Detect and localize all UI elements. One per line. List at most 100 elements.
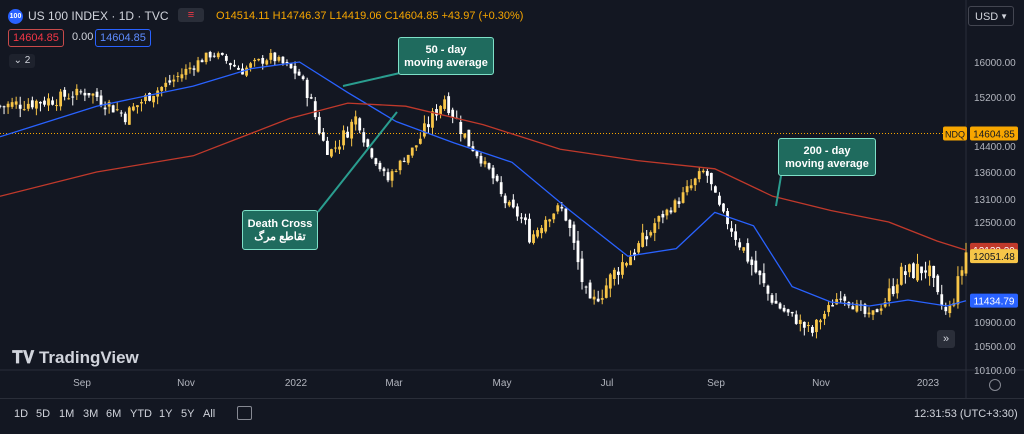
period-5d[interactable]: 5D: [36, 408, 51, 420]
candle-body: [709, 172, 713, 185]
candle-body: [714, 186, 717, 193]
gear-icon[interactable]: [989, 379, 1001, 391]
collapse-indicators-button[interactable]: ⌄ 2: [9, 54, 35, 68]
candle-body: [855, 303, 859, 312]
candle-body: [754, 260, 758, 273]
candle-body: [883, 302, 887, 307]
period-5y[interactable]: 5Y: [181, 408, 195, 420]
candle-body: [718, 195, 721, 205]
candle-body: [131, 106, 135, 111]
candle-body: [944, 306, 948, 312]
ma200-line: [0, 102, 967, 251]
candle-body: [600, 298, 604, 300]
period-all[interactable]: All: [203, 408, 216, 420]
candle-body: [669, 210, 673, 213]
ma50-price-tag: 11434.79: [974, 297, 1015, 308]
ma50-annotation: 50 - day moving average: [398, 37, 494, 75]
candle-body: [51, 100, 54, 105]
current-price-tag-bg: [970, 126, 1018, 141]
candle-body: [782, 307, 786, 312]
period-ytd[interactable]: YTD: [130, 408, 152, 420]
candle-body: [228, 63, 232, 66]
buy-button[interactable]: 14604.85: [95, 29, 151, 47]
candle-body: [790, 311, 794, 314]
candle-body: [435, 109, 438, 116]
ndq-tag-bg: [943, 126, 967, 141]
candle-body: [418, 138, 422, 144]
candle-body: [119, 112, 123, 114]
period-3m[interactable]: 3M: [83, 408, 99, 420]
y-tick-label: 14400.00: [974, 142, 1016, 153]
candle-body: [758, 270, 762, 276]
candle-body: [576, 240, 580, 263]
sell-button[interactable]: 14604.85: [8, 29, 64, 47]
candle-body: [160, 86, 164, 91]
candle-body: [608, 274, 612, 289]
candle-body: [742, 247, 746, 251]
candle-body: [548, 219, 552, 222]
candle-body: [325, 140, 329, 155]
death-cross-line2: تقاطع مرگ: [254, 231, 306, 243]
candle-body: [572, 224, 576, 243]
candle-body: [63, 89, 67, 97]
candle-body: [330, 149, 333, 157]
y-tick-label: 13100.00: [974, 195, 1016, 206]
candle-body: [629, 256, 632, 266]
candle-body: [673, 200, 677, 213]
candle-body: [899, 266, 903, 285]
candle-body: [451, 109, 455, 117]
candle-body: [22, 109, 26, 111]
candle-body: [851, 306, 855, 310]
candle-body: [431, 111, 434, 128]
candle-body: [798, 319, 802, 324]
candle-body: [301, 76, 305, 80]
clock-timezone[interactable]: 12:31:53 (UTC+3:30): [914, 408, 1018, 420]
candle-body: [875, 309, 879, 313]
scroll-to-realtime-button[interactable]: »: [937, 330, 955, 348]
candle-body: [2, 106, 6, 108]
candle-body: [285, 61, 289, 63]
candle-body: [621, 262, 624, 275]
candle-body: [524, 217, 527, 221]
period-1y[interactable]: 1Y: [159, 408, 173, 420]
candle-body: [164, 82, 168, 87]
candle-body: [778, 303, 782, 309]
x-tick-label: 2023: [917, 378, 940, 389]
period-1m[interactable]: 1M: [59, 408, 75, 420]
candle-body: [245, 67, 248, 76]
currency-selector[interactable]: USD ▼: [968, 6, 1014, 26]
candle-body: [475, 151, 479, 157]
candle-body: [491, 167, 495, 179]
period-6m[interactable]: 6M: [106, 408, 122, 420]
y-tick-label: 10100.00: [974, 366, 1016, 377]
period-1d[interactable]: 1D: [14, 408, 29, 420]
candle-body: [657, 215, 661, 222]
candle-body: [172, 79, 176, 82]
x-tick-label: Nov: [177, 378, 195, 389]
candle-body: [293, 65, 297, 74]
candle-body: [653, 223, 657, 233]
candle-body: [839, 298, 843, 300]
candle-body: [528, 218, 531, 243]
candle-body: [111, 105, 115, 113]
candle-body: [212, 55, 216, 57]
candle-body: [261, 57, 265, 64]
bottom-toolbar: [0, 398, 1024, 434]
ma200-annotation-line1: 200 - day: [803, 145, 851, 157]
candle-body: [750, 259, 754, 265]
tradingview-logo: 𝐓𝐕 TradingView: [12, 348, 139, 368]
candle-body: [519, 217, 523, 219]
candle-body: [617, 271, 620, 275]
candle-body: [815, 319, 818, 333]
candle-body: [584, 286, 588, 288]
currency-label: USD: [975, 11, 999, 23]
candle-body: [887, 288, 891, 302]
candle-body: [645, 236, 649, 240]
date-range-calendar-icon[interactable]: [237, 406, 252, 420]
symbol-title[interactable]: US 100 INDEX · 1D · TVC: [28, 9, 169, 23]
candle-body: [879, 308, 883, 311]
candle-body: [936, 275, 940, 293]
candle-body: [774, 300, 778, 304]
more-options-icon[interactable]: ≡: [178, 8, 204, 22]
price-chart[interactable]: 16000.00 15200.00 14400.00 13600.00 13100.00…: [0, 0, 1024, 398]
